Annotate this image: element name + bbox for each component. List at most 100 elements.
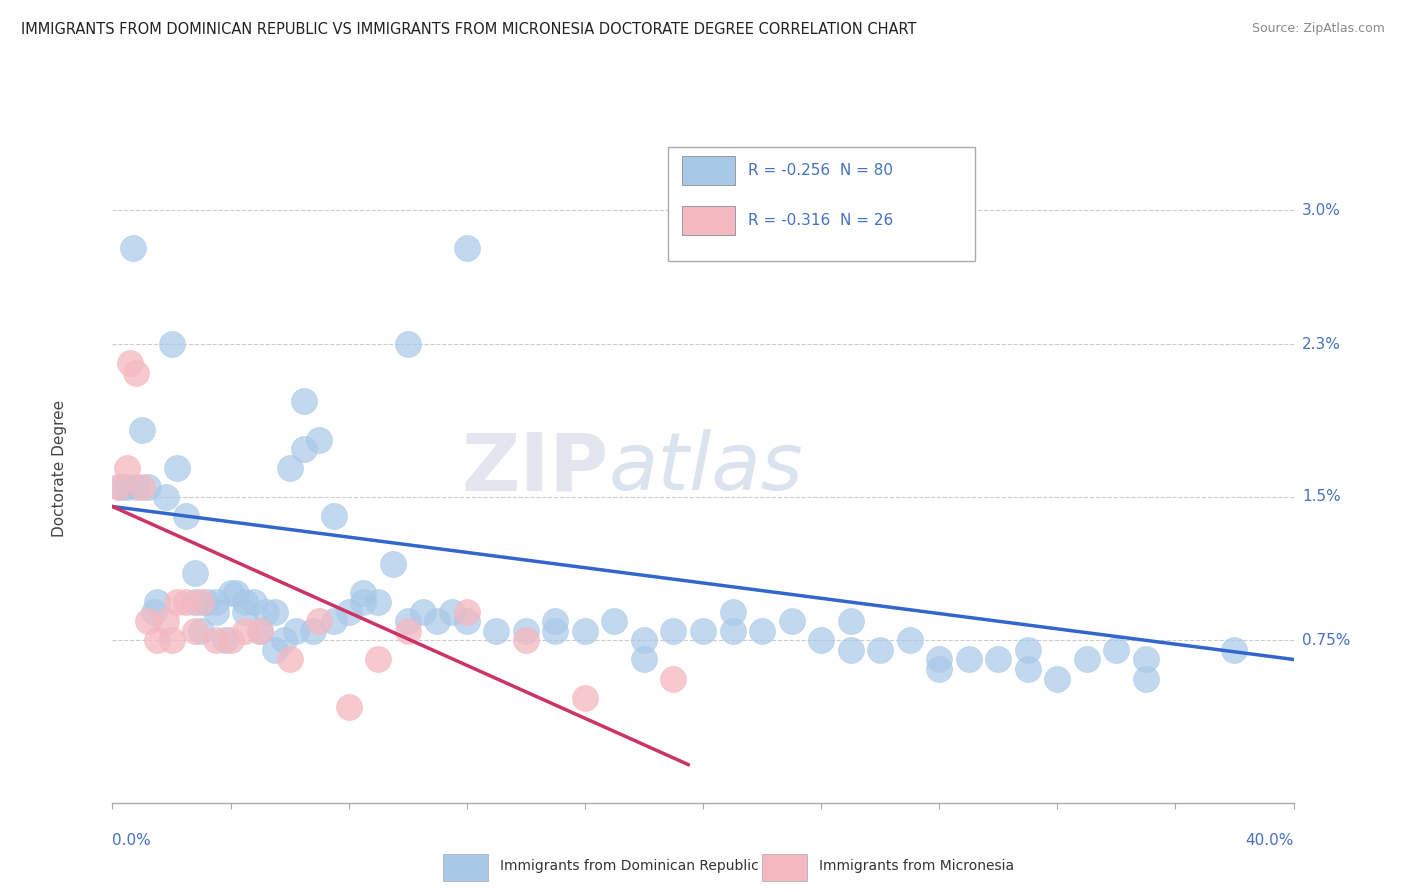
Text: Immigrants from Dominican Republic: Immigrants from Dominican Republic bbox=[501, 859, 759, 873]
Point bbox=[352, 585, 374, 599]
Text: ZIP: ZIP bbox=[461, 429, 609, 508]
Point bbox=[396, 337, 419, 351]
Point bbox=[987, 652, 1010, 666]
Text: R = -0.256  N = 80: R = -0.256 N = 80 bbox=[748, 163, 893, 178]
Text: atlas: atlas bbox=[609, 429, 803, 508]
Point bbox=[205, 605, 228, 619]
Point bbox=[352, 595, 374, 609]
Point bbox=[292, 394, 315, 409]
Point bbox=[160, 633, 183, 648]
Point bbox=[120, 356, 142, 370]
Point bbox=[337, 605, 360, 619]
Point bbox=[1046, 672, 1069, 686]
Point bbox=[136, 480, 159, 494]
Point bbox=[233, 595, 256, 609]
Point bbox=[721, 624, 744, 638]
Point bbox=[456, 614, 478, 628]
Point bbox=[396, 614, 419, 628]
FancyBboxPatch shape bbox=[682, 206, 735, 235]
Point bbox=[633, 652, 655, 666]
Text: R = -0.316  N = 26: R = -0.316 N = 26 bbox=[748, 213, 893, 228]
Point bbox=[225, 585, 247, 599]
Point bbox=[219, 585, 242, 599]
Point bbox=[160, 337, 183, 351]
Point bbox=[190, 595, 212, 609]
Point bbox=[337, 700, 360, 714]
Point bbox=[662, 672, 685, 686]
FancyBboxPatch shape bbox=[762, 855, 807, 881]
Point bbox=[367, 652, 389, 666]
Point bbox=[264, 605, 287, 619]
Point bbox=[184, 566, 207, 581]
Point bbox=[273, 633, 295, 648]
Point bbox=[544, 624, 567, 638]
Point bbox=[136, 614, 159, 628]
Point bbox=[233, 624, 256, 638]
FancyBboxPatch shape bbox=[443, 855, 488, 881]
Point bbox=[131, 480, 153, 494]
Point bbox=[367, 595, 389, 609]
Point bbox=[426, 614, 449, 628]
Point bbox=[780, 614, 803, 628]
Point bbox=[117, 461, 138, 475]
FancyBboxPatch shape bbox=[682, 156, 735, 186]
Point bbox=[174, 595, 197, 609]
Point bbox=[928, 652, 950, 666]
Text: 0.0%: 0.0% bbox=[112, 833, 152, 848]
Point bbox=[574, 690, 596, 705]
Point bbox=[751, 624, 773, 638]
Point bbox=[205, 633, 228, 648]
Point bbox=[574, 624, 596, 638]
Point bbox=[515, 633, 537, 648]
Point bbox=[456, 605, 478, 619]
Text: 1.5%: 1.5% bbox=[1302, 490, 1340, 505]
Point bbox=[243, 595, 266, 609]
Point bbox=[1017, 662, 1039, 676]
Point bbox=[284, 624, 307, 638]
Point bbox=[125, 366, 148, 380]
Point bbox=[184, 595, 207, 609]
Point bbox=[146, 595, 169, 609]
Point bbox=[323, 614, 346, 628]
Point bbox=[957, 652, 980, 666]
Point bbox=[249, 624, 271, 638]
Point bbox=[1223, 643, 1246, 657]
Text: Doctorate Degree: Doctorate Degree bbox=[52, 400, 67, 537]
Point bbox=[692, 624, 714, 638]
Point bbox=[928, 662, 950, 676]
Point bbox=[131, 423, 153, 437]
Point bbox=[174, 509, 197, 524]
Point bbox=[662, 624, 685, 638]
Point bbox=[233, 605, 256, 619]
Point bbox=[308, 433, 330, 447]
Point bbox=[323, 509, 346, 524]
Point bbox=[184, 624, 207, 638]
Point bbox=[214, 633, 236, 648]
Text: 40.0%: 40.0% bbox=[1246, 833, 1294, 848]
Point bbox=[125, 480, 148, 494]
Point bbox=[721, 605, 744, 619]
Text: 0.75%: 0.75% bbox=[1302, 632, 1350, 648]
Point bbox=[122, 242, 145, 256]
Point bbox=[292, 442, 315, 457]
Point bbox=[515, 624, 537, 638]
Point bbox=[278, 652, 301, 666]
Point bbox=[633, 633, 655, 648]
Point bbox=[142, 605, 165, 619]
Point bbox=[382, 557, 405, 571]
Point bbox=[195, 595, 218, 609]
FancyBboxPatch shape bbox=[668, 147, 974, 261]
Point bbox=[1017, 643, 1039, 657]
Point bbox=[166, 595, 188, 609]
Text: Source: ZipAtlas.com: Source: ZipAtlas.com bbox=[1251, 22, 1385, 36]
Point bbox=[190, 624, 212, 638]
Point bbox=[278, 461, 301, 475]
Point bbox=[485, 624, 508, 638]
Point bbox=[155, 490, 177, 504]
Point bbox=[603, 614, 626, 628]
Point bbox=[254, 605, 277, 619]
Point bbox=[264, 643, 287, 657]
Point bbox=[117, 480, 138, 494]
Point bbox=[155, 614, 177, 628]
Point bbox=[1105, 643, 1128, 657]
